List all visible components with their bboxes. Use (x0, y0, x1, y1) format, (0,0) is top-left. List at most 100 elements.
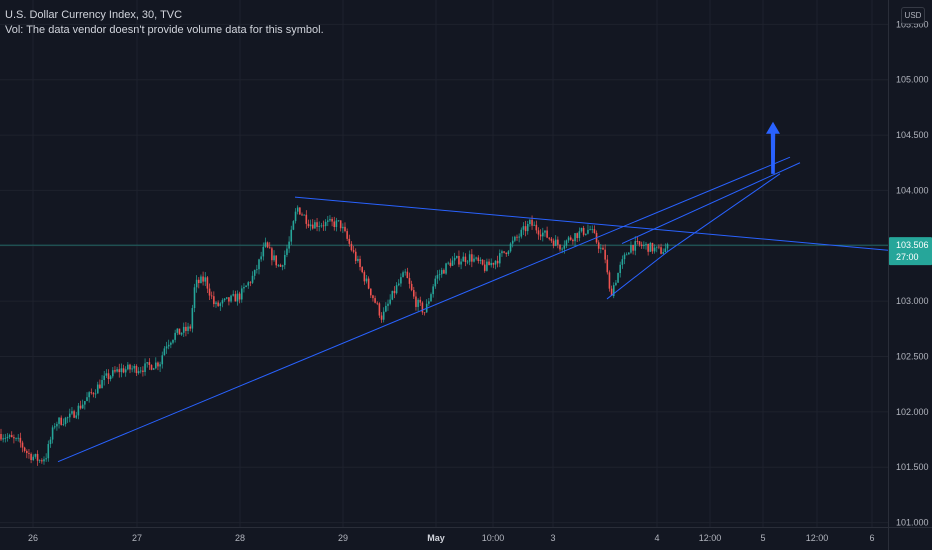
candle-body (342, 226, 344, 229)
candle-body (60, 417, 62, 425)
candle-body (544, 230, 546, 233)
candle-body (139, 370, 142, 372)
candle-body (49, 439, 52, 445)
candle-body (230, 295, 232, 302)
candle-body (529, 219, 531, 225)
candle-body (129, 364, 131, 370)
candle-body (643, 244, 645, 247)
candle-body (649, 242, 652, 252)
currency-button[interactable]: USD (901, 7, 925, 24)
candle-body (608, 272, 611, 289)
symbol-legend: U.S. Dollar Currency Index, 30, TVC Vol:… (5, 8, 324, 38)
candle-body (81, 404, 84, 409)
candle-body (393, 290, 396, 294)
candle-body (600, 247, 602, 249)
candle-body (191, 308, 194, 329)
candle-body (453, 257, 456, 261)
candle-body (268, 247, 271, 249)
candle-body (69, 413, 71, 418)
candle-body (47, 444, 50, 459)
candle-body (155, 362, 157, 369)
candle-body (204, 277, 207, 282)
last-price-tag-background (889, 237, 932, 266)
candle-body (481, 259, 484, 265)
candle-body (580, 227, 583, 232)
candle-body (440, 270, 443, 275)
candle-body (96, 384, 99, 394)
candle-body (475, 257, 477, 259)
candle-body (36, 453, 39, 461)
trendline-wedge-lower[interactable] (606, 250, 669, 300)
candle-body (387, 303, 389, 306)
price-tick-label: 105.000 (896, 75, 929, 85)
price-axis[interactable]: 105.500105.000104.500104.000103.500103.0… (896, 19, 929, 527)
trendline-support[interactable] (57, 156, 791, 463)
candle-body (281, 265, 284, 267)
candle-body (597, 242, 600, 249)
candle-body (105, 373, 108, 376)
candle-body (236, 293, 239, 302)
candle-body (337, 220, 340, 222)
candle-body (647, 243, 649, 252)
candle-body (180, 332, 183, 335)
candle-body (507, 251, 510, 255)
candle-body (17, 437, 19, 439)
candle-body (563, 245, 566, 249)
candle-body (363, 272, 366, 282)
candle-body (421, 302, 424, 313)
candle-body (546, 230, 548, 238)
candle-body (466, 261, 469, 263)
time-tick-label: 3 (550, 533, 555, 543)
candle-body (202, 276, 204, 282)
candle-body (101, 380, 103, 389)
candle-body (232, 294, 234, 296)
candle-body (271, 248, 273, 261)
candle-body (103, 375, 105, 381)
candle-body (385, 305, 387, 312)
candle-body (542, 232, 544, 237)
trendline-wedge-upper[interactable] (621, 162, 801, 245)
time-tick-label: 12:00 (806, 533, 829, 543)
candle-body (305, 214, 308, 224)
candle-body (159, 364, 161, 367)
candle-body (161, 355, 164, 365)
time-axis[interactable]: 26 27 28 29 May 10:00 3 4 12:00 5 12:00 6 (28, 533, 875, 543)
candle-body (660, 247, 662, 254)
candle-body (206, 277, 209, 289)
time-tick-label: 4 (654, 533, 659, 543)
trendline-resistance[interactable] (294, 196, 889, 251)
candle-body (346, 231, 348, 239)
candle-body (288, 241, 290, 249)
candle-body (23, 447, 26, 451)
candle-body (432, 286, 434, 295)
trendline-drawings[interactable] (57, 156, 889, 463)
candle-body (53, 426, 56, 428)
candle-body (585, 233, 587, 235)
candle-body (339, 220, 342, 229)
candle-body (221, 300, 224, 304)
candle-body (62, 424, 65, 425)
candle-body (413, 290, 415, 297)
time-tick-label: 28 (235, 533, 245, 543)
symbol-title[interactable]: U.S. Dollar Currency Index, 30, TVC (5, 9, 183, 21)
candle-body (419, 299, 422, 303)
arrow-up-icon[interactable] (766, 121, 780, 174)
candle-body (443, 270, 445, 274)
candle-body (370, 288, 372, 296)
candle-body (170, 342, 172, 345)
trendline-projection[interactable] (667, 173, 781, 252)
candle-body (569, 237, 572, 240)
candle-body (311, 224, 314, 229)
candle-body (606, 259, 609, 273)
candle-body (382, 311, 385, 320)
candle-body (292, 221, 295, 230)
candle-body (638, 241, 641, 245)
candle-body (604, 249, 606, 260)
arrow-up-annotation[interactable] (766, 121, 780, 174)
candle-body (451, 260, 454, 266)
candle-body (107, 373, 110, 380)
candle-body (400, 277, 402, 284)
candle-body (32, 456, 35, 461)
